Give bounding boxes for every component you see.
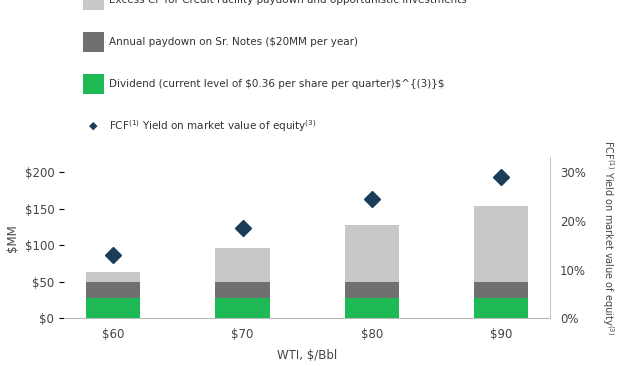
Bar: [86, 282, 140, 298]
Bar: [474, 298, 528, 318]
Bar: [216, 298, 269, 318]
Bar: [86, 272, 140, 282]
Y-axis label: FCF$^{(1)}$ Yield on market value of equity$^{(3)}$: FCF$^{(1)}$ Yield on market value of equ…: [600, 140, 616, 336]
Text: ◆: ◆: [88, 121, 97, 131]
Bar: [345, 225, 399, 282]
Text: Dividend (current level of $0.36 per share per quarter)$^{(3)}$: Dividend (current level of $0.36 per sha…: [109, 79, 444, 89]
X-axis label: WTI, $/Bbl: WTI, $/Bbl: [277, 350, 337, 362]
Bar: [86, 298, 140, 318]
Y-axis label: $MM: $MM: [6, 224, 19, 252]
Bar: [474, 206, 528, 282]
Bar: [474, 282, 528, 298]
Text: Excess CF for Credit Facility paydown and opportunistic investments: Excess CF for Credit Facility paydown an…: [109, 0, 467, 5]
Bar: [216, 282, 269, 298]
Text: FCF$^{(1)}$ Yield on market value of equity$^{(3)}$: FCF$^{(1)}$ Yield on market value of equ…: [109, 118, 316, 134]
Text: Annual paydown on Sr. Notes ($20MM per year): Annual paydown on Sr. Notes ($20MM per y…: [109, 37, 358, 47]
Bar: [345, 282, 399, 298]
Bar: [216, 248, 269, 282]
Bar: [345, 298, 399, 318]
